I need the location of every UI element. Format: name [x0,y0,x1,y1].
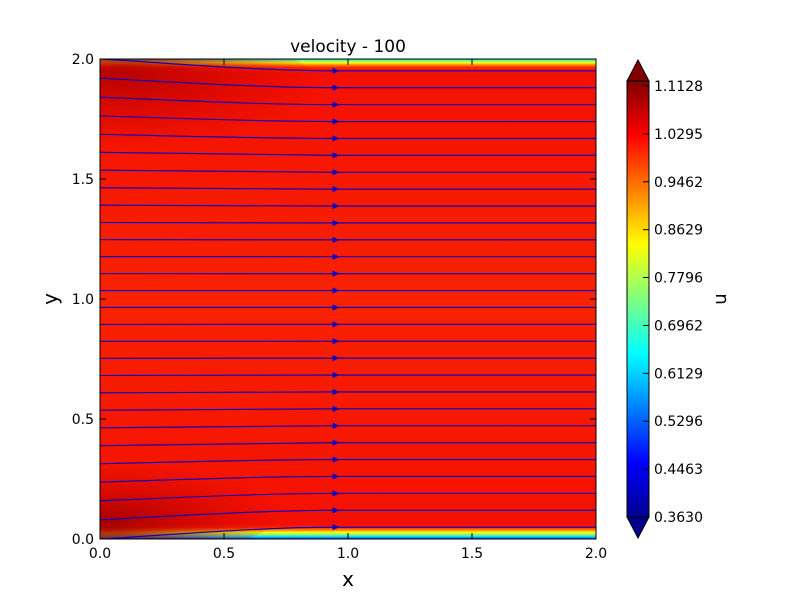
x-tick-label: 1.5 [461,546,483,562]
colorbar-tick-label: 1.0295 [654,127,703,143]
y-tick-label: 0.5 [72,412,94,428]
colorbar-tick-label: 0.4463 [654,462,703,478]
x-tick-label: 0.5 [213,546,235,562]
x-tick-label: 2.0 [585,546,607,562]
colorbar-tick-label: 0.3630 [654,510,703,526]
colorbar-extend-max [627,60,649,81]
x-tick-label: 0.0 [89,546,111,562]
y-tick-label: 0.0 [72,532,94,548]
colorbar-gradient [627,81,649,517]
colorbar-tick-label: 1.1128 [654,79,703,95]
chart-title: velocity - 100 [290,37,406,57]
colorbar-label: u [710,293,731,304]
y-tick-label: 2.0 [72,52,94,68]
colorbar-tick-label: 0.8629 [654,223,703,239]
colorbar-tick-label: 0.6962 [654,318,703,334]
colorbar-tick-label: 0.5296 [654,414,703,430]
colorbar-tick-label: 0.9462 [654,175,703,191]
x-tick-label: 1.0 [337,546,359,562]
x-axis-label: x [342,567,354,591]
colorbar: 1.1128 1.0295 0.9462 0.8629 0.7796 0.6962 0.61… [627,60,731,538]
colorbar-tick-label: 0.7796 [654,271,703,287]
y-tick-label: 1.5 [72,172,94,188]
colorbar-tick-label: 0.6129 [654,366,703,382]
colorbar-ticks: 1.1128 1.0295 0.9462 0.8629 0.7796 0.6962 0.61… [643,79,703,526]
colorbar-extend-min [627,517,649,538]
y-axis-label: y [38,293,62,305]
y-tick-label: 1.0 [72,292,94,308]
